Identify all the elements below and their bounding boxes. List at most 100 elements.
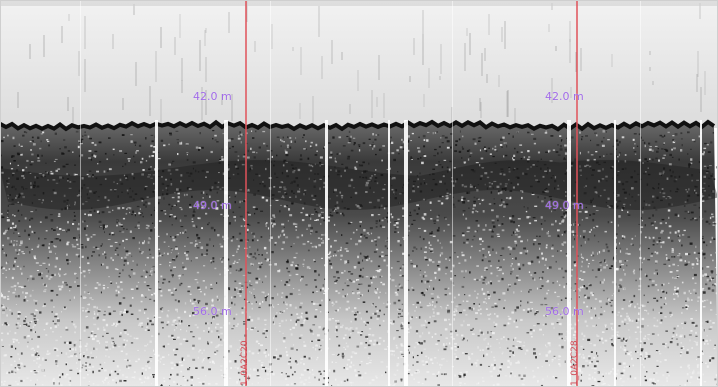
speckle	[397, 240, 400, 243]
speckle	[97, 327, 100, 331]
speckle	[587, 364, 589, 367]
speckle	[593, 344, 596, 347]
speckle	[350, 238, 352, 240]
speckle	[122, 269, 124, 272]
speckle	[69, 261, 71, 263]
speckle	[277, 270, 281, 273]
speckle	[561, 243, 564, 246]
speckle	[701, 195, 704, 198]
speckle	[132, 272, 136, 275]
speckle	[198, 241, 201, 243]
speckle	[623, 348, 627, 352]
speckle	[372, 133, 375, 136]
speckle	[274, 244, 276, 246]
speckle	[319, 289, 322, 292]
speckle	[18, 143, 20, 147]
speckle	[160, 321, 164, 324]
speckle	[442, 174, 446, 176]
speckle	[428, 331, 431, 335]
speckle	[121, 313, 123, 316]
speckle	[533, 348, 536, 351]
speckle	[7, 204, 9, 207]
speckle	[318, 348, 322, 351]
speckle	[607, 384, 610, 386]
speckle	[343, 207, 346, 209]
speckle	[482, 279, 486, 281]
speckle	[210, 150, 213, 154]
speckle	[716, 166, 718, 169]
speckle	[573, 289, 575, 292]
speckle	[673, 140, 675, 142]
speckle	[364, 346, 367, 349]
speckle	[15, 169, 19, 172]
speckle	[51, 311, 53, 313]
speckle	[187, 325, 189, 327]
speckle	[543, 314, 545, 317]
speckle	[658, 183, 660, 186]
speckle	[158, 287, 161, 290]
speckle	[384, 184, 386, 186]
speckle	[610, 370, 612, 373]
speckle	[490, 272, 493, 275]
speckle	[258, 360, 261, 362]
speckle	[192, 214, 195, 217]
speckle	[373, 206, 377, 209]
speckle	[85, 342, 89, 346]
speckle	[397, 357, 399, 359]
speckle	[610, 304, 613, 307]
speckle	[251, 352, 255, 355]
speckle	[123, 246, 125, 249]
speckle	[360, 376, 364, 379]
speckle	[208, 222, 210, 224]
speckle	[235, 269, 238, 272]
speckle	[690, 330, 693, 332]
speckle	[194, 312, 197, 315]
speckle	[398, 313, 401, 315]
speckle	[239, 354, 242, 357]
speckle	[491, 182, 493, 185]
speckle	[681, 281, 684, 284]
speckle	[393, 177, 396, 180]
speckle	[431, 297, 434, 300]
speckle	[128, 360, 131, 362]
speckle	[10, 356, 13, 358]
speckle	[264, 369, 267, 373]
speckle	[500, 138, 503, 141]
speckle	[159, 252, 161, 255]
speckle	[551, 322, 554, 326]
speckle	[148, 289, 151, 291]
speckle	[329, 255, 332, 257]
speckle	[409, 317, 412, 320]
speckle	[507, 246, 511, 249]
speckle	[197, 301, 200, 304]
speckle	[491, 219, 495, 221]
speckle	[20, 153, 23, 156]
speckle	[153, 315, 156, 317]
speckle	[266, 149, 270, 152]
speckle	[184, 229, 187, 232]
speckle	[277, 303, 279, 305]
speckle	[581, 138, 583, 141]
speckle	[610, 221, 613, 223]
speckle	[48, 263, 50, 266]
speckle	[701, 288, 703, 292]
speckle	[66, 259, 69, 262]
speckle	[396, 149, 399, 152]
speckle	[96, 348, 98, 351]
speckle	[500, 199, 503, 202]
speckle	[573, 223, 575, 226]
speckle	[17, 353, 20, 356]
speckle	[77, 145, 80, 149]
speckle	[334, 205, 337, 208]
speckle	[623, 370, 625, 373]
speckle	[122, 297, 126, 299]
speckle	[587, 238, 590, 241]
speckle	[376, 318, 379, 320]
speckle	[427, 131, 430, 133]
speckle	[302, 263, 305, 266]
speckle	[17, 318, 20, 320]
speckle	[673, 293, 675, 296]
speckle	[624, 345, 627, 347]
speckle	[328, 318, 332, 321]
